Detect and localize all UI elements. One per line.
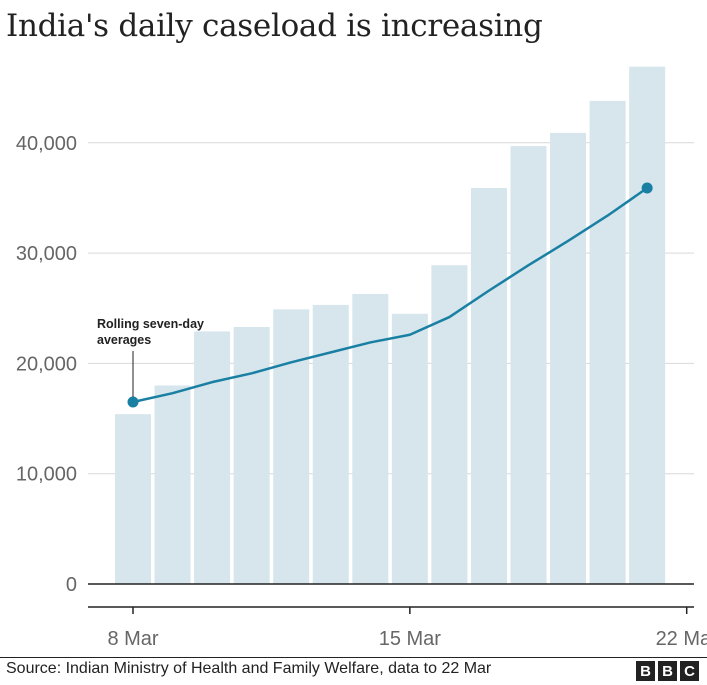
x-tick-label: 15 Mar [379,628,442,650]
line-end-point [641,182,653,194]
y-tick-label: 40,000 [16,133,77,155]
y-tick-label: 10,000 [16,464,77,486]
bbc-logo: B B C [636,661,699,681]
bbc-logo-letter: C [680,661,699,681]
bar [115,414,151,584]
y-tick-label: 20,000 [16,353,77,375]
series-line-rolling-average [132,186,648,404]
y-tick-label: 30,000 [16,243,77,265]
bar [391,313,428,584]
bar [470,188,507,584]
footer-divider [0,657,707,658]
line-start-point [127,396,139,408]
bar [431,265,468,584]
chart: 0 10,000 20,000 30,000 40,000 8 Mar 15 Mar 22 M… [16,66,707,650]
bar [194,331,231,584]
bar [589,100,626,585]
source-note: Source: Indian Ministry of Health and Fa… [6,660,492,677]
bar [233,327,270,584]
annotation-text: averages [97,333,151,347]
bar [550,132,587,585]
bbc-logo-letter: B [636,661,655,681]
chart-title: India's daily caseload is increasing [6,8,543,44]
x-tick-label: 8 Mar [107,628,158,650]
x-tick-label: 22 Mar [656,628,707,650]
bar [312,304,349,584]
bar [629,66,666,585]
bar [273,309,310,584]
bbc-logo-letter: B [658,661,677,681]
bar [352,293,389,584]
bar [154,385,191,584]
y-tick-label: 0 [66,574,77,596]
bar [510,146,547,584]
annotation-text: Rolling seven-day [97,317,204,331]
